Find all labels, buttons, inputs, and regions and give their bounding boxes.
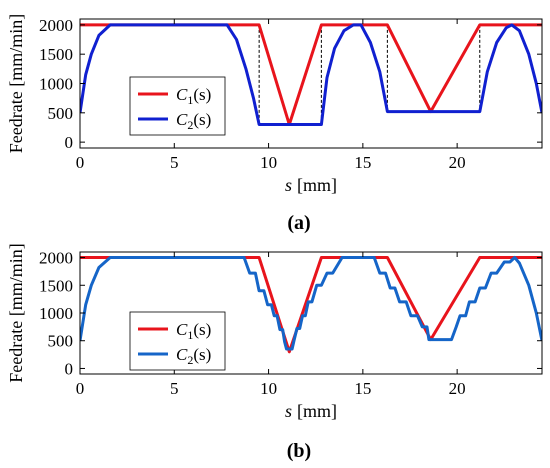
y-tick-label: 500	[48, 332, 74, 351]
y-axis-label: Feedrate [mm/min]	[6, 14, 26, 153]
y-tick-label: 0	[65, 359, 74, 378]
x-tick-label: 20	[449, 153, 466, 172]
y-tick-label: 1500	[39, 276, 73, 295]
y-tick-label: 500	[48, 104, 74, 123]
x-axis-label-var: s	[285, 401, 292, 421]
x-axis-label-unit: [mm]	[297, 175, 337, 195]
legend-label-sub: 1	[187, 328, 193, 342]
y-axis-label: Feedrate [mm/min]	[6, 243, 26, 382]
x-axis-label: s [mm]	[285, 175, 337, 195]
panel-a: 0 5 10 15 20 0 500 1000 1500 2000 Feedrate [mm/min…	[6, 14, 543, 234]
panel-label: (a)	[287, 212, 310, 234]
legend-label-main: C	[176, 345, 188, 364]
legend-label-arg: (s)	[193, 85, 211, 104]
x-tick-label: 15	[354, 379, 371, 398]
x-tick-label: 15	[354, 153, 371, 172]
x-tick-label: 10	[260, 153, 277, 172]
x-axis-label-unit: [mm]	[297, 401, 337, 421]
legend-label-c1: C1(s)	[176, 320, 211, 342]
x-tick-label: 20	[449, 379, 466, 398]
x-tick-label: 5	[170, 379, 179, 398]
y-tick-label: 2000	[39, 16, 73, 35]
series-line-c2	[80, 23, 542, 126]
y-tick-label: 1500	[39, 45, 73, 64]
legend-label-sub: 2	[187, 353, 193, 367]
panel-b: 0 5 10 15 20 0 500 1000 1500 2000 Feedrate [mm/min…	[6, 243, 543, 462]
legend-label-arg: (s)	[193, 320, 211, 339]
legend-label-arg: (s)	[193, 110, 211, 129]
legend-label-main: C	[176, 110, 188, 129]
x-tick-label: 5	[170, 153, 179, 172]
legend-label-sub: 1	[187, 93, 193, 107]
legend-label-c1: C1(s)	[176, 85, 211, 107]
panel-label: (b)	[287, 440, 311, 462]
legend-label-arg: (s)	[193, 345, 211, 364]
legend-label-c2: C2(s)	[176, 110, 211, 132]
x-tick-label: 0	[76, 379, 85, 398]
y-tick-label: 1000	[39, 304, 73, 323]
y-tick-label: 1000	[39, 75, 73, 94]
legend-box	[129, 311, 226, 371]
legend-label-main: C	[176, 320, 188, 339]
y-tick-label: 0	[65, 133, 74, 152]
legend-label-c2: C2(s)	[176, 345, 211, 367]
series-line-c2	[80, 256, 542, 351]
legend-label-sub: 2	[187, 118, 193, 132]
legend-label-main: C	[176, 85, 188, 104]
x-tick-label: 10	[260, 379, 277, 398]
x-axis-label-var: s	[285, 175, 292, 195]
y-tick-label: 2000	[39, 249, 73, 268]
x-tick-label: 0	[76, 153, 85, 172]
legend-box	[129, 76, 226, 136]
x-axis-label: s [mm]	[285, 401, 337, 421]
